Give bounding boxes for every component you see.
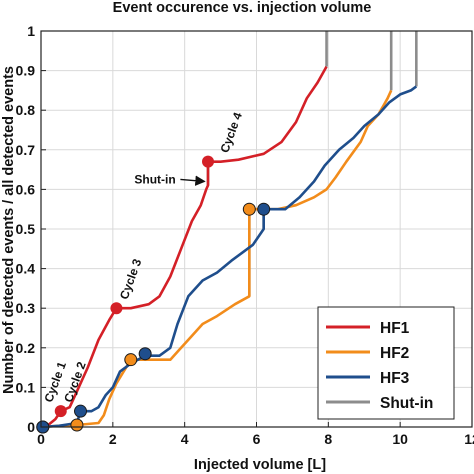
series-hf1-line xyxy=(40,65,328,429)
x-tick-label: 0 xyxy=(37,431,45,447)
y-tick-label: 0.3 xyxy=(16,300,36,316)
y-tick-label: 0.8 xyxy=(16,102,36,118)
legend-label: HF2 xyxy=(380,345,409,362)
y-tick-label: 0.1 xyxy=(16,379,36,395)
legend-label: HF1 xyxy=(380,320,410,337)
y-tick-label: 0 xyxy=(27,419,35,435)
annotation-label: Cycle 4 xyxy=(217,110,245,155)
y-tick-label: 0.4 xyxy=(16,261,36,277)
x-tick-label: 10 xyxy=(392,431,408,447)
y-tick-label: 0.5 xyxy=(16,221,36,237)
y-tick-label: 0.2 xyxy=(16,340,36,356)
y-tick-label: 0.9 xyxy=(16,63,36,79)
y-axis-title: Number of detected events / all detected… xyxy=(1,66,17,394)
series-hf3-line xyxy=(40,85,418,429)
series-layer xyxy=(40,31,418,429)
y-tick-label: 1 xyxy=(27,23,35,39)
marker-hf2 xyxy=(242,202,256,216)
marker-hf2 xyxy=(124,353,138,367)
x-tick-label: 12 xyxy=(464,431,474,447)
marker-hf2 xyxy=(70,418,84,432)
tick-layer: 0 2 4 6 8 10 12 0 0.1 0.2 0.3 0.4 0.5 0.6 0.7 0.8 0.9 1 xyxy=(16,23,474,447)
y-tick-label: 0.6 xyxy=(16,181,36,197)
marker-hf3 xyxy=(257,202,271,216)
marker-hf1 xyxy=(54,405,67,418)
marker-hf3 xyxy=(138,347,152,361)
annotation-arrow xyxy=(180,175,206,186)
marker-hf1 xyxy=(202,155,215,168)
x-tick-label: 6 xyxy=(253,431,261,447)
x-tick-label: 8 xyxy=(324,431,332,447)
series-hf2-line xyxy=(40,89,393,429)
chart-title: Event occurence vs. injection volume xyxy=(113,0,372,16)
marker-layer xyxy=(36,155,271,434)
marker-hf3 xyxy=(74,404,88,418)
x-tick-label: 4 xyxy=(181,431,189,447)
marker-hf1 xyxy=(110,302,123,315)
legend-label: HF3 xyxy=(380,370,410,387)
annotation-label: Shut-in xyxy=(134,172,175,186)
legend-label: Shut-in xyxy=(380,395,433,412)
annotation-label: Cycle 3 xyxy=(117,257,145,302)
y-tick-label: 0.7 xyxy=(16,142,36,158)
x-axis-title: Injected volume [L] xyxy=(194,457,326,473)
x-tick-label: 2 xyxy=(109,431,117,447)
legend: HF1 HF2 HF3 Shut-in xyxy=(317,306,455,420)
